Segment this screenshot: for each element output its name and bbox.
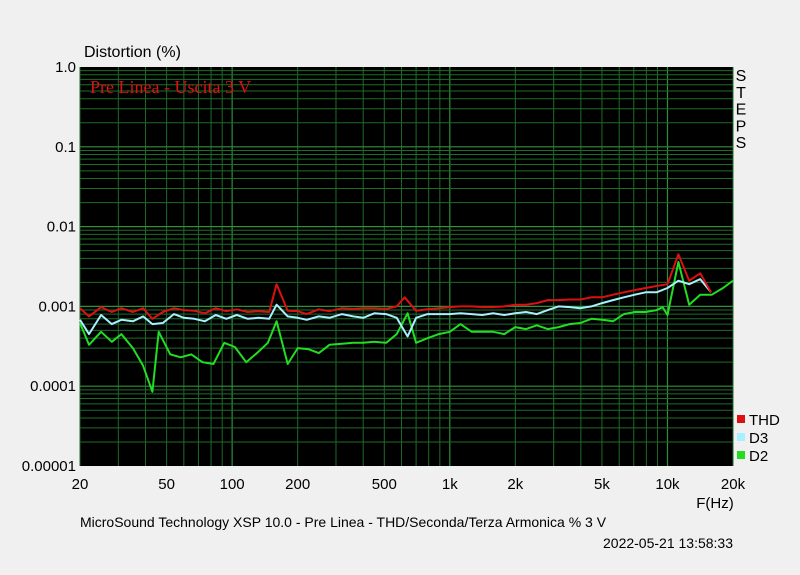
steps-letter: T — [736, 85, 746, 102]
grid — [79, 67, 734, 466]
x-tick-label: 20 — [72, 476, 89, 493]
x-tick-label: 20k — [721, 476, 746, 493]
x-tick-label: 10k — [655, 476, 680, 493]
y-tick-label: 0.01 — [47, 219, 76, 236]
y-tick-label: 1.0 — [55, 59, 76, 76]
legend-label: D2 — [749, 448, 768, 465]
y-tick-label: 0.001 — [38, 298, 76, 315]
x-tick-label: 1k — [442, 476, 458, 493]
chart-title: Distortion (%) — [84, 44, 181, 61]
steps-letter: P — [736, 118, 747, 135]
legend-label: D3 — [749, 430, 768, 447]
series-line-d2 — [79, 261, 734, 393]
steps-letter: S — [736, 135, 747, 152]
x-tick-label: 500 — [372, 476, 397, 493]
footer-caption: MicroSound Technology XSP 10.0 - Pre Lin… — [80, 514, 607, 530]
x-axis-label: F(Hz) — [696, 495, 734, 512]
legend-swatch — [737, 415, 745, 423]
y-tick-label: 0.1 — [55, 139, 76, 156]
x-tick-label: 100 — [220, 476, 245, 493]
legend-swatch — [737, 451, 745, 459]
timestamp: 2022-05-21 13:58:33 — [603, 535, 733, 551]
series-group — [79, 253, 734, 393]
y-tick-label: 0.00001 — [22, 458, 76, 475]
x-tick-label: 5k — [594, 476, 610, 493]
legend-label: THD — [749, 412, 780, 429]
steps-letter: S — [736, 68, 747, 85]
legend-swatch — [737, 433, 745, 441]
x-tick-label: 2k — [507, 476, 523, 493]
chart-annotation: Pre Linea - Uscita 3 V — [90, 77, 251, 97]
plot-area — [80, 67, 733, 466]
y-tick-label: 0.0001 — [30, 378, 76, 395]
series-line-d3 — [79, 278, 712, 338]
axis-ticks: 20 50 100 200 500 1k 2k 5k 10k 20k 1.0 0.1 0.01 0.001… — [22, 59, 746, 493]
x-tick-label: 50 — [158, 476, 175, 493]
series-line-thd — [79, 253, 712, 320]
x-tick-label: 200 — [285, 476, 310, 493]
steps-letter: E — [736, 102, 747, 119]
